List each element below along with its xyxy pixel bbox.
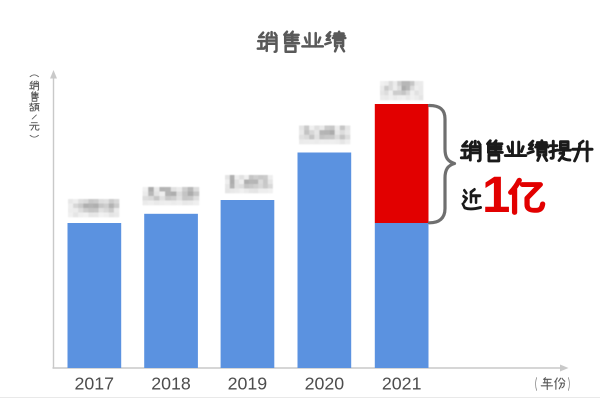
svg-text:2020: 2020: [305, 374, 345, 394]
svg-text:2019: 2019: [228, 374, 268, 394]
svg-text:2017: 2017: [75, 374, 115, 394]
svg-text:1: 1: [482, 166, 510, 223]
svg-text:2021: 2021: [382, 374, 422, 394]
svg-text:2018: 2018: [151, 374, 191, 394]
